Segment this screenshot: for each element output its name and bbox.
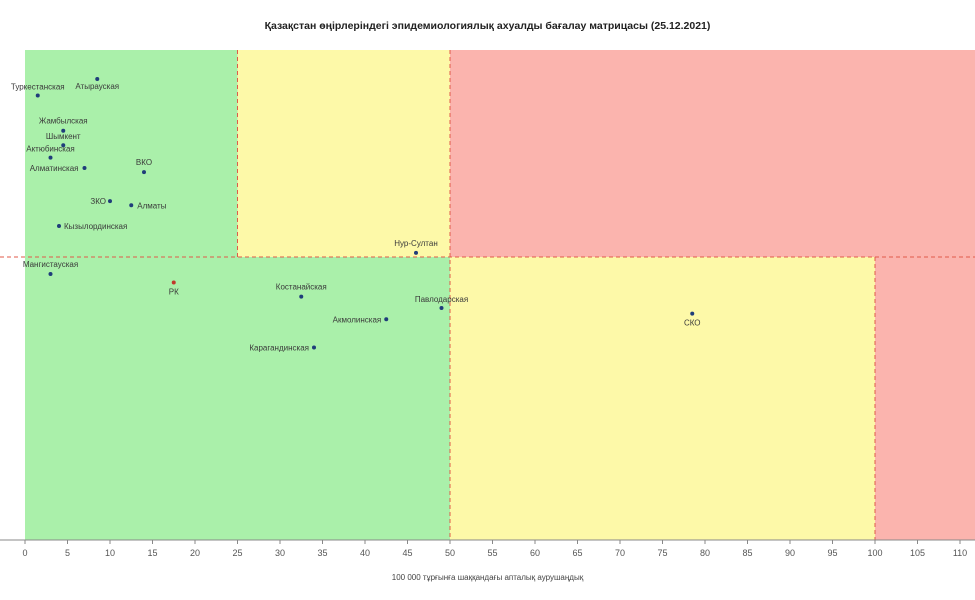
x-tick-label-80: 80 <box>700 548 710 558</box>
zone-rect-0 <box>25 50 238 257</box>
x-tick-label-105: 105 <box>910 548 925 558</box>
point-7-marker <box>108 199 112 204</box>
point-15-marker <box>690 311 695 316</box>
point-5-label: Алматинская <box>30 164 79 173</box>
point-10-marker <box>414 250 418 255</box>
x-tick-label-75: 75 <box>657 548 667 558</box>
point-1-label: Атырауская <box>75 82 119 91</box>
point-2-label: Жамбылская <box>39 117 88 126</box>
x-tick-label-65: 65 <box>572 548 582 558</box>
point-8-label: Алматы <box>137 201 166 210</box>
point-4-marker <box>48 155 53 160</box>
point-16-label: Акмолинская <box>333 315 382 324</box>
point-9-label: Кызылординская <box>64 222 127 231</box>
x-tick-label-35: 35 <box>317 548 327 558</box>
x-tick-label-90: 90 <box>785 548 795 558</box>
point-15-label: СКО <box>684 319 701 328</box>
point-17-marker <box>312 345 316 350</box>
x-tick-label-50: 50 <box>445 548 455 558</box>
point-13-label: Костанайская <box>276 283 327 292</box>
point-0-label: Туркестанская <box>11 83 65 92</box>
x-tick-label-30: 30 <box>275 548 285 558</box>
point-6-label: ВКО <box>136 158 152 167</box>
point-5-marker <box>82 165 87 170</box>
point-8-marker <box>129 203 134 208</box>
point-6-marker <box>142 170 146 175</box>
zone-rect-1 <box>237 50 450 257</box>
point-14-label: Павлодарская <box>415 295 468 304</box>
chart-title: Қазақстан өңірлеріндегі эпидемиологиялық… <box>264 20 711 32</box>
zone-rect-4 <box>450 257 875 540</box>
x-tick-label-5: 5 <box>65 548 70 558</box>
point-3-marker <box>61 143 66 148</box>
point-11-marker <box>48 271 53 276</box>
x-tick-label-15: 15 <box>147 548 157 558</box>
point-3-label: Шымкент <box>46 132 81 141</box>
x-tick-label-45: 45 <box>402 548 412 558</box>
zone-rect-5 <box>875 257 975 540</box>
x-axis-label: 100 000 тұрғынға шаққандағы апталық ауру… <box>391 573 584 582</box>
point-12-marker <box>171 280 176 285</box>
x-tick-label-20: 20 <box>190 548 200 558</box>
x-tick-label-60: 60 <box>530 548 540 558</box>
point-14-marker <box>439 305 444 310</box>
point-12-label: РК <box>169 287 179 296</box>
x-tick-label-0: 0 <box>22 548 27 558</box>
point-7-label: ЗКО <box>90 197 106 206</box>
point-13-marker <box>299 294 304 299</box>
point-10-label: Нур-Султан <box>394 239 438 248</box>
x-tick-label-40: 40 <box>360 548 370 558</box>
zone-rect-3 <box>25 257 450 540</box>
point-11-label: Мангистауская <box>23 260 78 269</box>
point-16-marker <box>384 317 389 322</box>
point-4-label: Актюбинская <box>26 145 75 154</box>
x-tick-label-55: 55 <box>487 548 497 558</box>
point-17-label: Карагандинская <box>249 344 309 353</box>
x-tick-label-70: 70 <box>615 548 625 558</box>
point-1-marker <box>95 76 100 81</box>
x-tick-label-25: 25 <box>232 548 242 558</box>
x-tick-label-10: 10 <box>105 548 115 558</box>
x-tick-label-95: 95 <box>827 548 837 558</box>
zone-rect-2 <box>450 50 975 257</box>
point-0-marker <box>35 93 40 98</box>
x-tick-label-85: 85 <box>742 548 752 558</box>
point-9-marker <box>57 223 61 228</box>
point-2-marker <box>61 128 66 133</box>
x-tick-label-100: 100 <box>867 548 882 558</box>
x-tick-label-110: 110 <box>953 548 967 558</box>
